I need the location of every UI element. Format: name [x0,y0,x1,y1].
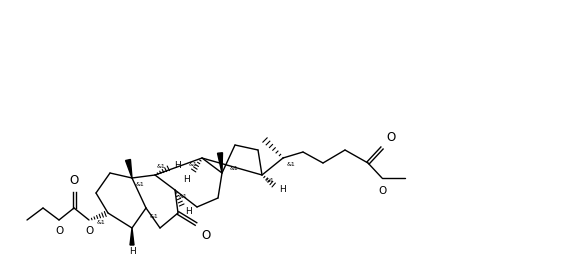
Text: O: O [378,186,386,196]
Text: H: H [279,185,285,193]
Text: H: H [129,247,135,255]
Polygon shape [130,228,134,245]
Text: O: O [69,174,79,187]
Polygon shape [125,160,132,178]
Text: H: H [185,207,192,217]
Text: &1: &1 [266,178,275,183]
Text: &1: &1 [96,220,105,225]
Text: O: O [386,131,395,144]
Text: &1: &1 [188,162,197,167]
Text: O: O [55,226,63,236]
Text: H: H [174,160,180,170]
Text: &1: &1 [150,214,158,219]
Text: O: O [201,229,210,242]
Text: O: O [85,226,93,236]
Text: &1: &1 [179,193,188,198]
Text: &1: &1 [157,163,166,168]
Text: H: H [183,175,189,185]
Text: &1: &1 [136,182,145,187]
Text: &1: &1 [230,167,239,172]
Polygon shape [217,153,223,173]
Text: &1: &1 [287,162,296,167]
